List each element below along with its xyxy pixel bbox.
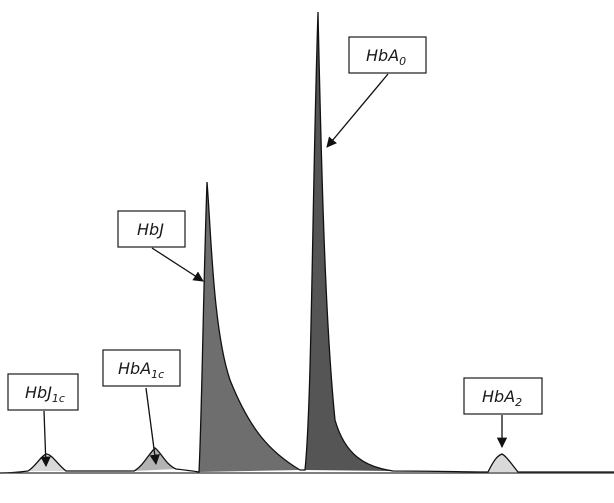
svg-text:HbJ: HbJ bbox=[137, 220, 164, 239]
arrow-hba1c bbox=[145, 387, 160, 466]
label-hba1c-sub: 1c bbox=[151, 368, 164, 381]
label-hbj1c-main: HbJ bbox=[25, 383, 52, 402]
arrow-hbj1c bbox=[40, 410, 51, 468]
svg-text:HbJ1c: HbJ1c bbox=[25, 383, 65, 405]
peak-hba2-area bbox=[488, 454, 518, 472]
peak-hbj-area bbox=[199, 182, 300, 472]
arrow-hbj bbox=[151, 247, 204, 282]
label-hba0: HbA0 bbox=[348, 36, 427, 74]
label-hbj1c-sub: 1c bbox=[52, 392, 65, 405]
svg-text:HbA0: HbA0 bbox=[366, 46, 406, 68]
label-hba0-sub: 0 bbox=[399, 55, 406, 68]
peak-hbj1c-area bbox=[28, 454, 66, 471]
signal-trace bbox=[0, 11, 614, 474]
label-hba2-main: HbA bbox=[482, 387, 515, 406]
label-hbj1c: HbJ1c bbox=[7, 373, 79, 411]
label-hbj-main: HbJ bbox=[137, 220, 164, 239]
label-hbj: HbJ bbox=[117, 210, 186, 248]
label-hba0-main: HbA bbox=[366, 46, 399, 65]
svg-text:HbA2: HbA2 bbox=[482, 387, 522, 409]
arrow-hba0 bbox=[326, 73, 389, 148]
peak-hba0-area bbox=[305, 12, 393, 471]
label-hba1c: HbA1c bbox=[102, 349, 181, 387]
label-hba1c-main: HbA bbox=[118, 359, 151, 378]
svg-text:HbA1c: HbA1c bbox=[118, 359, 164, 381]
label-hba2-sub: 2 bbox=[515, 396, 522, 409]
label-hba2: HbA2 bbox=[463, 377, 543, 415]
